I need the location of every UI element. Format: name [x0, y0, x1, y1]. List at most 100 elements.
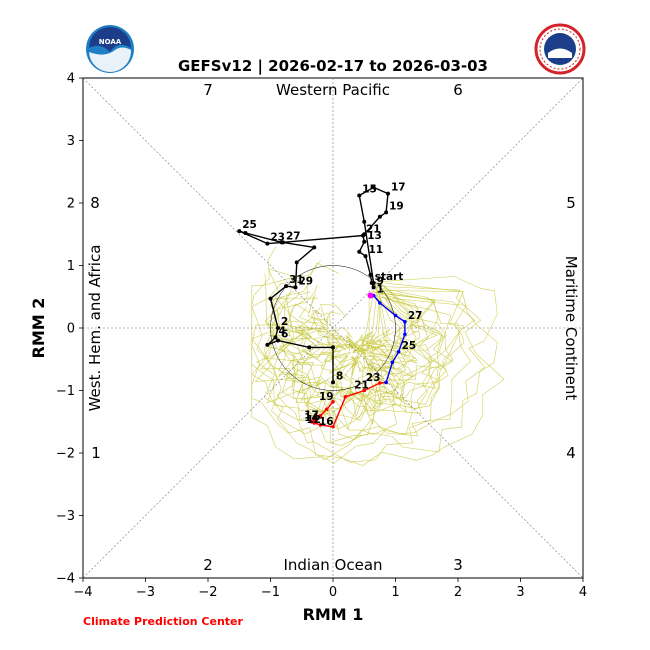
forecast-red-line-point — [324, 407, 329, 412]
forecast-blue-line-point — [403, 332, 407, 337]
observed-point — [331, 345, 335, 350]
unit-circle — [270, 265, 396, 391]
point-label: 31 — [289, 274, 304, 286]
observed-point — [273, 335, 278, 340]
y-tick-label: 3 — [67, 134, 75, 149]
ensemble-member-line — [289, 284, 436, 371]
forecast-blue-line-point — [390, 360, 395, 365]
phase-guides — [82, 77, 584, 579]
point-label: 13 — [367, 230, 382, 242]
y-tick-label: 1 — [67, 259, 75, 274]
ensemble-member-line — [251, 246, 476, 430]
ensemble-member-line — [251, 284, 432, 460]
point-label: 21 — [354, 380, 369, 392]
observed-point — [279, 240, 284, 245]
phase-label-2: 2 — [203, 556, 213, 574]
point-label: 27 — [408, 310, 423, 322]
forecast-red-line-point — [343, 394, 348, 399]
x-tick-label: 0 — [329, 585, 337, 600]
region-right-label: Maritime Continent — [562, 256, 580, 401]
point-label: 19 — [389, 200, 404, 212]
point-label: 9 — [377, 275, 384, 287]
noaa-logo: NOAA — [86, 25, 134, 73]
observed-path — [237, 185, 390, 385]
start-marker — [367, 292, 374, 299]
phase-label-8: 8 — [90, 194, 100, 212]
point-label: 8 — [336, 370, 343, 382]
ensemble-member-line — [284, 262, 452, 397]
point-label: 19 — [319, 391, 334, 403]
observed-point — [377, 214, 382, 219]
observed-point — [243, 231, 248, 235]
ensemble-member-line — [276, 281, 454, 463]
forecast-red-line-point — [378, 381, 382, 385]
point-label: 27 — [286, 230, 301, 242]
y-tick-label: −3 — [56, 509, 75, 524]
observed-point — [312, 245, 317, 250]
observed-point — [331, 380, 335, 385]
phase-label-4: 4 — [566, 444, 576, 462]
observed-point — [237, 229, 242, 234]
ensemble-member-line — [251, 273, 498, 434]
nws-logo — [534, 23, 586, 75]
forecast-red-line-point — [331, 424, 335, 429]
region-top-label: Western Pacific — [276, 81, 390, 99]
point-label: 1 — [377, 284, 384, 296]
forecast-red-line-point — [309, 419, 313, 424]
observed-point — [268, 296, 273, 301]
ensemble-member-line — [291, 285, 471, 440]
phase-label-1: 1 — [91, 444, 101, 462]
point-label: 25 — [242, 219, 257, 231]
forecast-blue-line-point — [396, 349, 401, 354]
observed-point — [357, 193, 362, 198]
observed-point — [265, 342, 270, 347]
point-label: 17 — [391, 182, 406, 194]
region-left-label: West. Hem. and Africa — [86, 245, 104, 412]
forecast-blue-line-point — [393, 313, 398, 318]
forecast-blue-line — [373, 295, 406, 383]
point-label: 25 — [402, 340, 417, 352]
point-label: 16 — [319, 416, 334, 428]
forecast-blue-line-point — [378, 301, 382, 305]
observed-point — [363, 254, 368, 259]
point-label: 29 — [299, 275, 314, 287]
point-label: 23 — [366, 372, 381, 384]
observed-point — [371, 285, 376, 290]
x-tick-label: 4 — [579, 585, 587, 600]
observed-point — [362, 232, 367, 237]
forecast-red-line-point — [318, 423, 323, 427]
observed-point — [371, 185, 376, 190]
point-label: 23 — [270, 232, 285, 244]
observed-point — [371, 281, 376, 285]
x-tick-label: 3 — [516, 585, 524, 600]
ensemble-member-line — [251, 279, 436, 415]
ensemble-member-line — [315, 297, 446, 414]
y-tick-label: 2 — [67, 197, 75, 212]
observed-point — [276, 338, 280, 343]
y-tick-label: 4 — [67, 72, 75, 87]
phase-label-5: 5 — [566, 194, 576, 212]
point-label: 14 — [304, 412, 319, 424]
observed-point — [265, 241, 270, 246]
observed-point — [368, 272, 373, 277]
observed-point — [293, 285, 298, 290]
x-tick-label: −3 — [136, 585, 155, 600]
forecast-red-line-point — [318, 413, 323, 418]
observed-point — [276, 326, 280, 330]
credit-label: Climate Prediction Center — [83, 615, 243, 628]
point-label: 11 — [369, 244, 384, 256]
forecast-red-line-point — [312, 418, 317, 423]
forecast-red-line-point — [312, 421, 317, 425]
ensemble-member-line — [270, 260, 467, 417]
x-tick-label: 1 — [391, 585, 399, 600]
y-tick-label: −2 — [56, 447, 75, 462]
x-axis-label: RMM 1 — [303, 605, 364, 624]
point-label: 2 — [281, 316, 288, 328]
forecast-red-line-point — [331, 399, 335, 404]
point-label: 15 — [362, 184, 377, 196]
phase-label-3: 3 — [453, 556, 463, 574]
observed-point — [384, 210, 389, 215]
